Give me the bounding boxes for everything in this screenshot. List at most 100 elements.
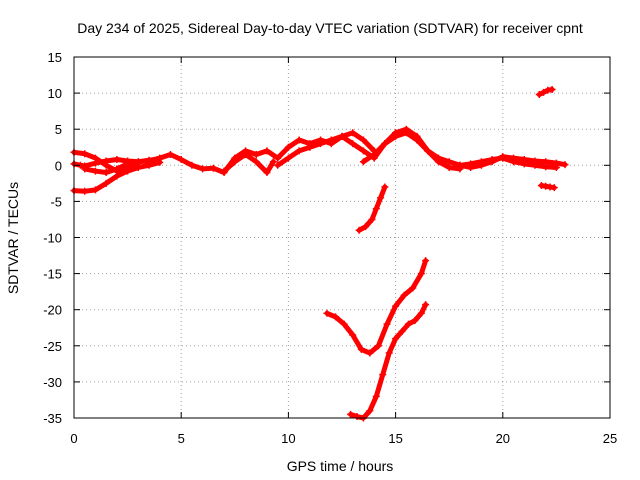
data-point bbox=[156, 155, 164, 163]
data-point bbox=[402, 129, 410, 137]
data-point bbox=[91, 154, 99, 162]
data-point bbox=[510, 158, 518, 166]
data-point bbox=[372, 392, 380, 400]
data-point bbox=[383, 320, 391, 328]
data-point bbox=[467, 160, 475, 168]
series-arc-night-lower bbox=[537, 182, 558, 192]
data-point bbox=[374, 342, 382, 350]
data-point bbox=[552, 163, 560, 171]
x-tick-label: 0 bbox=[70, 431, 77, 446]
series-trace bbox=[221, 151, 276, 176]
data-point bbox=[338, 132, 346, 140]
data-point bbox=[295, 147, 303, 155]
data-point bbox=[102, 179, 110, 187]
y-tick-label: 5 bbox=[55, 122, 62, 137]
data-point bbox=[434, 158, 442, 166]
data-point bbox=[274, 154, 282, 162]
data-point bbox=[306, 143, 314, 151]
data-point bbox=[113, 165, 121, 173]
data-point bbox=[263, 169, 271, 177]
data-point bbox=[392, 302, 400, 310]
series-arc-midday-b bbox=[274, 129, 378, 169]
data-point bbox=[372, 205, 380, 213]
series-trace bbox=[275, 130, 377, 168]
data-point bbox=[220, 167, 228, 175]
data-point bbox=[349, 331, 357, 339]
axis-ticks: 0 5 10 15 20 25 15 10 5 0 -5 -10 -15 -20 -25 -30 -35 bbox=[43, 50, 617, 446]
data-point bbox=[456, 161, 464, 169]
data-point bbox=[81, 150, 89, 158]
data-point bbox=[359, 147, 367, 155]
data-point bbox=[91, 186, 99, 194]
data-point bbox=[353, 413, 361, 421]
data-point bbox=[379, 371, 387, 379]
data-point bbox=[422, 257, 430, 265]
data-point bbox=[413, 136, 421, 144]
data-point bbox=[411, 317, 419, 325]
y-tick-label: -35 bbox=[43, 411, 62, 426]
data-point bbox=[274, 161, 282, 169]
data-point bbox=[177, 156, 185, 164]
data-point bbox=[252, 150, 260, 158]
data-point bbox=[362, 223, 370, 231]
series-arc-afternoon-c bbox=[359, 129, 464, 173]
series-arc-night-upper bbox=[535, 85, 556, 99]
data-point bbox=[417, 309, 425, 317]
data-point bbox=[424, 147, 432, 155]
data-point bbox=[392, 132, 400, 140]
data-point bbox=[392, 335, 400, 343]
data-point bbox=[385, 349, 393, 357]
x-tick-label: 5 bbox=[178, 431, 185, 446]
data-point bbox=[327, 136, 335, 144]
data-point bbox=[357, 345, 365, 353]
y-tick-label: -15 bbox=[43, 267, 62, 282]
grid-lines bbox=[74, 57, 610, 418]
data-point bbox=[323, 309, 331, 317]
y-tick-label: -10 bbox=[43, 231, 62, 246]
data-point bbox=[404, 320, 412, 328]
data-point bbox=[349, 129, 357, 137]
data-point bbox=[295, 136, 303, 144]
data-point bbox=[166, 150, 174, 158]
data-point bbox=[124, 160, 132, 168]
series-arc-evening-a bbox=[220, 150, 277, 177]
data-point bbox=[355, 226, 363, 234]
data-point bbox=[400, 291, 408, 299]
data-point bbox=[422, 301, 430, 309]
series-trace bbox=[360, 130, 463, 172]
data-point bbox=[263, 147, 271, 155]
data-point bbox=[332, 313, 340, 321]
data-point bbox=[188, 161, 196, 169]
data-point bbox=[561, 161, 569, 169]
data-point bbox=[409, 284, 417, 292]
data-point bbox=[417, 270, 425, 278]
data-point bbox=[370, 150, 378, 158]
data-point bbox=[499, 154, 507, 162]
data-point bbox=[242, 150, 250, 158]
data-point bbox=[368, 215, 376, 223]
data-point bbox=[359, 136, 367, 144]
x-tick-label: 20 bbox=[496, 431, 510, 446]
chart-title: Day 234 of 2025, Sidereal Day-to-day VTE… bbox=[77, 20, 583, 36]
data-point bbox=[284, 154, 292, 162]
x-tick-label: 15 bbox=[388, 431, 402, 446]
data-point bbox=[366, 349, 374, 357]
data-point bbox=[531, 161, 539, 169]
y-tick-label: -5 bbox=[50, 194, 62, 209]
y-axis-label: SDTVAR / TECUs bbox=[5, 182, 21, 294]
data-point bbox=[209, 164, 217, 172]
data-point bbox=[340, 320, 348, 328]
series-arc-drop-b bbox=[323, 257, 430, 357]
data-point bbox=[550, 184, 558, 192]
y-tick-label: -30 bbox=[43, 375, 62, 390]
y-tick-label: 0 bbox=[55, 158, 62, 173]
series-trace bbox=[356, 184, 388, 233]
y-tick-label: -20 bbox=[43, 303, 62, 318]
data-point bbox=[81, 187, 89, 195]
series-arc-drop-a bbox=[355, 183, 389, 234]
data-point bbox=[542, 163, 550, 171]
data-point bbox=[113, 156, 121, 164]
data-point bbox=[284, 143, 292, 151]
data-point bbox=[269, 158, 277, 166]
